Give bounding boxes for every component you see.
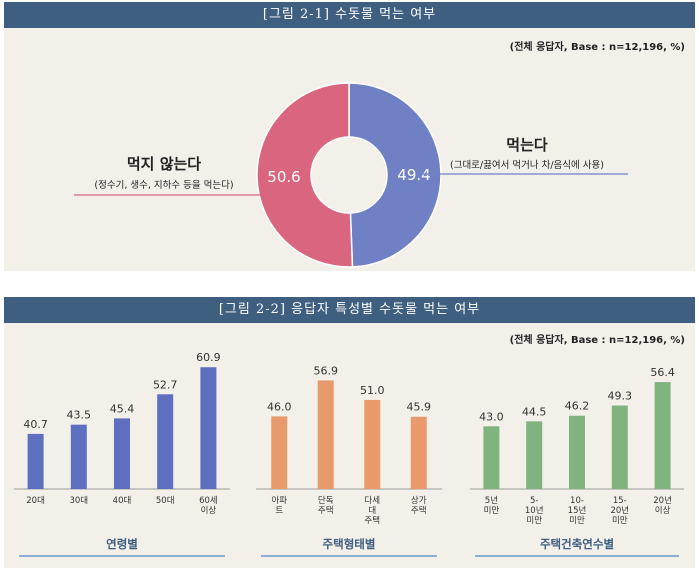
bar-value-label: 46.2: [565, 400, 590, 413]
donut-slice-not-drink: [256, 82, 354, 268]
figure-2-chart: 40.7 20대 43.5 30대 45.4 40대 52.7 50대 60.9 60세 이상연령별…: [14, 351, 684, 557]
bar: [70, 424, 87, 489]
bar: [271, 416, 288, 489]
bar: [483, 426, 500, 489]
group-label: 연령별: [106, 537, 138, 551]
bar-value-label: 44.5: [522, 405, 547, 418]
figure-1-base-note: (전체 응답자, Base : n=12,196, %): [509, 42, 685, 53]
bar-value-label: 45.9: [407, 401, 432, 414]
figure-1: [그림 2-1] 수돗물 먹는 여부 (전체 응답자, Base : n=12,…: [4, 2, 695, 274]
category-label: 5년 미만: [484, 495, 500, 516]
bar: [611, 405, 628, 489]
category-label: 상가 주택: [411, 495, 427, 516]
right-label: 먹는다: [506, 136, 548, 154]
left-label: 먹지 않는다: [127, 155, 201, 173]
bar-value-label: 51.0: [360, 384, 385, 397]
category-label: 30대: [69, 496, 88, 506]
bar-value-label: 40.7: [23, 418, 48, 431]
bar-value-label: 43.0: [479, 410, 504, 423]
bar: [526, 421, 543, 489]
category-label: 15-20년 미만: [610, 496, 629, 526]
category-label: 단독 주택: [318, 495, 334, 516]
bar-value-label: 45.4: [110, 402, 135, 415]
left-sublabel: (정수기, 생수, 지하수 등을 먹는다): [94, 179, 233, 191]
donut-value-label: 49.4: [397, 166, 430, 184]
bar: [410, 416, 427, 489]
group-label: 주택건축연수별: [540, 537, 614, 551]
bar-value-label: 56.9: [314, 364, 339, 377]
category-label: 60세 이상: [199, 496, 218, 516]
category-label: 40대: [113, 496, 132, 506]
figure-2-title: [그림 2-2] 응답자 특성별 수돗물 먹는 여부: [4, 297, 695, 323]
bar: [27, 433, 44, 489]
category-label: 20년 이상: [653, 495, 672, 516]
donut-slice-drink: [348, 82, 442, 268]
bar: [157, 394, 174, 489]
bar-value-label: 52.7: [153, 378, 178, 391]
category-label: 5-10년 미만: [525, 496, 544, 526]
category-label: 50대: [156, 496, 175, 506]
group-label: 주택형태별: [323, 537, 376, 551]
bar-value-label: 56.4: [650, 366, 675, 379]
bar: [114, 418, 130, 489]
category-label: 아파 트: [271, 495, 287, 516]
right-sublabel: (그대로/끓여서 먹거나 차/음식에 사용): [450, 159, 604, 171]
bar: [364, 399, 381, 489]
category-label: 다세 대 주택: [364, 496, 380, 526]
bar: [569, 415, 585, 489]
category-label: 20대: [26, 496, 45, 506]
figure-2: [그림 2-2] 응답자 특성별 수돗물 먹는 여부 (전체 응답자, Base…: [4, 297, 695, 571]
bar: [200, 367, 217, 489]
bar-value-label: 49.3: [608, 390, 633, 403]
figure-1-chart: 49.4 50.6 먹지 않는다 (정수기, 생수, 지하수 등을 먹는다) 먹는…: [74, 82, 628, 268]
bar-value-label: 46.0: [267, 400, 292, 413]
figure-2-base-note: (전체 응답자, Base : n=12,196, %): [509, 335, 685, 346]
bar-value-label: 60.9: [196, 351, 221, 364]
bar: [317, 380, 334, 489]
bar-value-label: 43.5: [67, 409, 92, 422]
donut-value-label: 50.6: [267, 168, 300, 186]
figure-1-title: [그림 2-1] 수돗물 먹는 여부: [4, 2, 695, 28]
bar: [654, 382, 671, 489]
category-label: 10-15년 미만: [568, 496, 587, 526]
